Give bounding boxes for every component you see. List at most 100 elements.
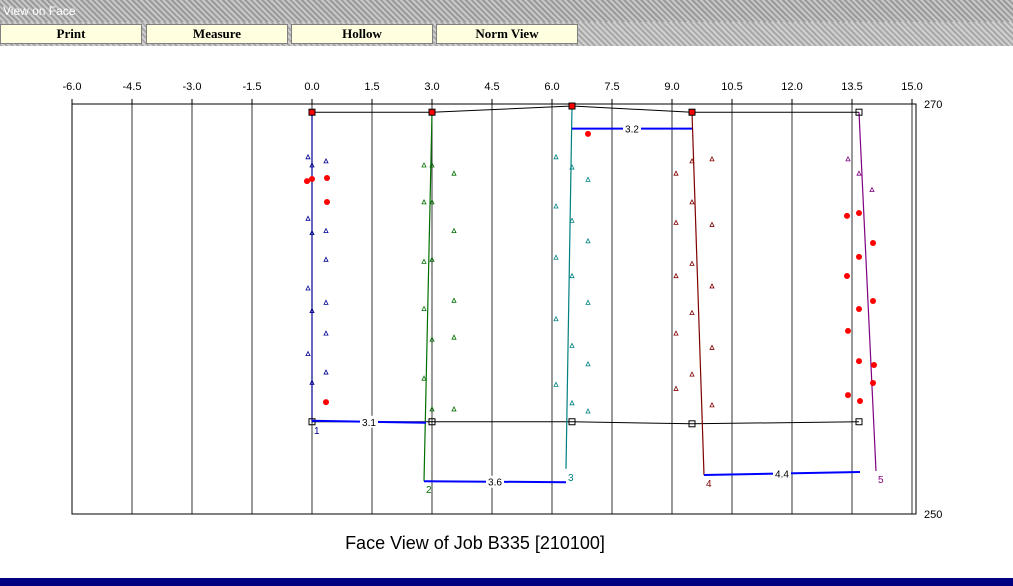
sample-triangle — [845, 155, 851, 162]
sample-triangle — [323, 330, 329, 336]
sample-dot — [856, 306, 862, 312]
sample-triangle — [569, 272, 575, 279]
x-tick-label: 10.5 — [721, 81, 742, 93]
collar-marker — [428, 108, 436, 116]
hole-trace — [565, 106, 573, 469]
x-tick-label: -1.5 — [243, 81, 262, 93]
sample-triangle — [429, 336, 435, 342]
sample-triangle — [673, 219, 679, 225]
sample-triangle — [323, 299, 329, 305]
sample-triangle — [421, 162, 427, 168]
hole-label: 1 — [314, 426, 320, 437]
sample-dot — [857, 398, 863, 405]
sample-triangle — [585, 360, 591, 367]
hole-label: 3 — [568, 473, 574, 484]
sample-triangle — [305, 350, 311, 357]
sample-dot — [856, 210, 862, 217]
x-tick-label: 4.5 — [484, 81, 499, 93]
sample-dot — [871, 361, 877, 368]
sample-triangle — [451, 297, 457, 303]
x-tick-label: 3.0 — [424, 81, 439, 93]
x-tick-label: 0.0 — [304, 81, 319, 93]
sample-triangle — [323, 158, 329, 164]
x-tick-label: 13.5 — [841, 81, 862, 93]
x-tick-label: -4.5 — [123, 81, 142, 93]
sample-dot — [870, 298, 876, 305]
distance-label-bg — [486, 475, 504, 488]
sample-triangle — [585, 237, 591, 244]
distance-label: 3.2 — [625, 125, 639, 136]
sample-triangle — [323, 256, 329, 262]
sample-triangle — [585, 408, 591, 414]
sample-triangle — [429, 256, 435, 262]
x-tick-label: -6.0 — [63, 81, 82, 93]
collar-marker — [855, 418, 863, 426]
sample-triangle — [553, 153, 559, 160]
taskbar — [0, 578, 1013, 586]
sample-dot — [324, 198, 330, 205]
y-tick-label: 270 — [924, 99, 942, 111]
sample-triangle — [451, 170, 457, 176]
distance-label-bg — [773, 467, 791, 480]
sample-triangle — [569, 217, 575, 223]
sample-dot — [844, 272, 850, 279]
sample-triangle — [585, 299, 591, 305]
x-tick-label: 9.0 — [664, 81, 679, 93]
collar-marker — [428, 418, 436, 426]
sample-triangle — [585, 176, 591, 182]
sample-triangle — [856, 170, 862, 176]
hole-trace — [858, 112, 877, 471]
sample-triangle — [323, 369, 329, 375]
distance-label-bg — [623, 122, 641, 135]
sample-triangle — [569, 399, 575, 406]
x-tick-label: 12.0 — [781, 81, 802, 93]
sample-triangle — [709, 344, 715, 350]
sample-triangle — [553, 254, 559, 260]
collar-marker — [688, 108, 696, 116]
sample-dot — [845, 392, 851, 399]
toolbar: Print Measure Hollow Norm View — [0, 22, 1013, 46]
sample-triangle — [709, 155, 715, 162]
sample-triangle — [709, 221, 715, 227]
y-tick-label: 250 — [924, 509, 942, 521]
x-tick-label: -3.0 — [183, 81, 202, 93]
x-tick-label: 6.0 — [544, 81, 559, 93]
print-button[interactable]: Print — [0, 24, 142, 44]
sample-triangle — [451, 334, 457, 340]
x-tick-label: 7.5 — [604, 81, 619, 93]
sample-triangle — [305, 153, 311, 160]
hole-label: 2 — [426, 485, 432, 496]
hole-trace — [423, 112, 433, 482]
x-tick-label: 1.5 — [364, 81, 379, 93]
sample-dot — [304, 178, 310, 185]
sample-dot — [323, 399, 329, 406]
sample-triangle — [421, 375, 427, 381]
sample-dot — [856, 358, 862, 365]
collar-marker — [855, 108, 863, 116]
sample-triangle — [689, 158, 695, 164]
distance-label: 3.1 — [362, 418, 376, 429]
collar-marker — [308, 108, 316, 116]
sample-triangle — [689, 199, 695, 205]
collar-marker — [568, 418, 576, 426]
sample-triangle — [869, 186, 875, 193]
norm-view-button[interactable]: Norm View — [436, 24, 578, 44]
hole-trace — [691, 112, 705, 476]
distance-label: 4.4 — [775, 470, 789, 481]
sample-triangle — [309, 229, 315, 236]
sample-triangle — [429, 162, 435, 168]
sample-triangle — [309, 307, 315, 313]
sample-dot — [844, 212, 850, 219]
measure-button[interactable]: Measure — [146, 24, 288, 44]
plot-area — [71, 103, 917, 515]
sample-triangle — [673, 272, 679, 279]
sample-triangle — [673, 170, 679, 176]
sample-triangle — [451, 406, 457, 412]
sample-dot — [870, 239, 876, 246]
sample-triangle — [553, 315, 559, 322]
hollow-button[interactable]: Hollow — [291, 24, 433, 44]
collar-marker — [688, 420, 696, 428]
hole-label: 4 — [706, 479, 712, 490]
sample-dot — [309, 176, 315, 183]
collar-line — [312, 105, 859, 113]
